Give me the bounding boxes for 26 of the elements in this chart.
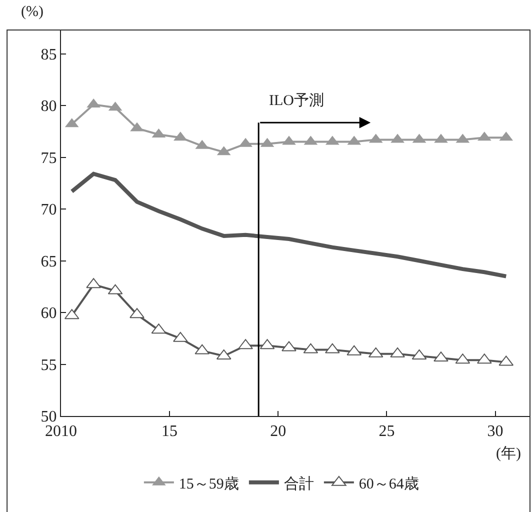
x-tick-label: 30	[487, 423, 504, 440]
point	[282, 341, 296, 352]
legend-label: 合計	[284, 475, 314, 492]
y-tick-label: 50	[40, 408, 57, 426]
legend-label: 15～59歳	[178, 475, 239, 492]
x-axis-title: (年)	[496, 445, 521, 462]
x-tick-label: 20	[270, 423, 286, 440]
point	[390, 347, 405, 358]
point	[238, 339, 253, 350]
line-series	[70, 172, 508, 278]
y-tick-label: 65	[40, 253, 57, 270]
x-tick-label: 25	[378, 423, 395, 440]
point	[86, 278, 101, 288]
y-axis-title: (%)	[21, 4, 44, 20]
x-tick-label: 15	[162, 423, 178, 440]
ref-line-label: ILO予測	[269, 92, 324, 109]
y-tick-label: 55	[40, 356, 57, 374]
y-tick-label: 60	[40, 305, 57, 322]
y-tick-label: 85	[40, 46, 57, 64]
point	[130, 308, 144, 318]
point	[434, 352, 448, 362]
x-tick-label: 2010	[45, 423, 77, 440]
y-tick-label: 80	[40, 98, 57, 116]
legend-label: 60～64歳	[358, 475, 419, 492]
y-tick-label: 70	[40, 202, 57, 219]
y-tick-label: 75	[40, 150, 57, 167]
